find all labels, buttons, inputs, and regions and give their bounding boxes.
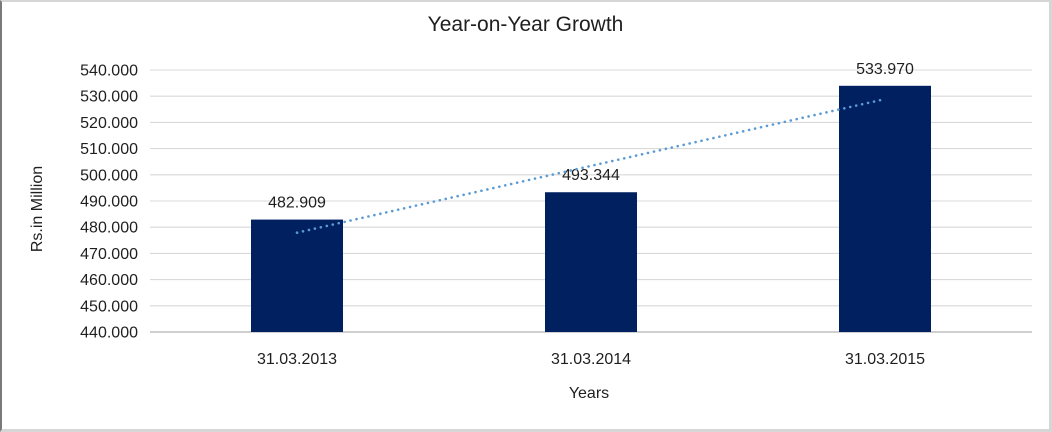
y-tick-label: 480.000 (80, 220, 138, 237)
chart-title: Year-on-Year Growth (427, 13, 624, 36)
bar (839, 85, 931, 332)
bar-data-label: 482.909 (268, 195, 326, 212)
bar-data-label: 493.344 (562, 167, 620, 184)
y-tick-label: 440.000 (80, 325, 138, 342)
y-tick-label: 520.000 (80, 115, 138, 132)
y-tick-label: 500.000 (80, 167, 138, 184)
y-tick-label: 460.000 (80, 272, 138, 289)
y-tick-label: 540.000 (80, 63, 138, 80)
y-tick-label: 530.000 (80, 89, 138, 106)
y-tick-label: 450.000 (80, 298, 138, 315)
x-axis-title: Years (568, 385, 610, 402)
bar (545, 192, 637, 332)
y-tick-label: 510.000 (80, 141, 138, 158)
y-tick-label: 470.000 (80, 246, 138, 263)
x-category-label: 31.03.2014 (551, 351, 631, 368)
bar-data-label: 533.970 (856, 61, 914, 78)
bar (251, 219, 343, 332)
x-category-label: 31.03.2013 (257, 351, 337, 368)
x-category-label: 31.03.2015 (845, 351, 925, 368)
y-tick-label: 490.000 (80, 194, 138, 211)
